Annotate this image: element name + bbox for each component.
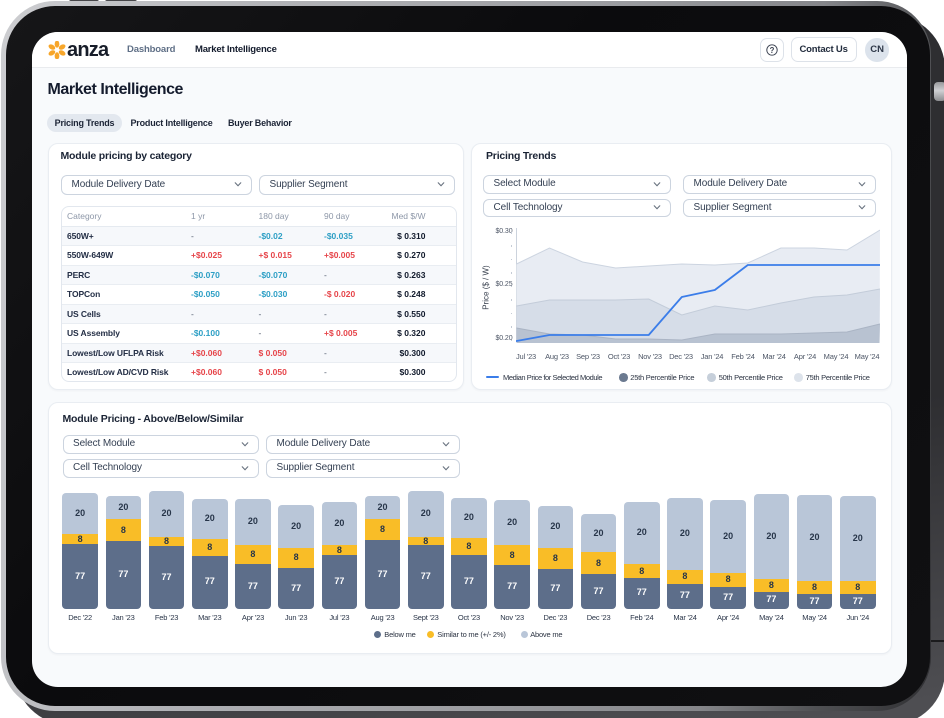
svg-text:?: ? — [770, 45, 775, 54]
